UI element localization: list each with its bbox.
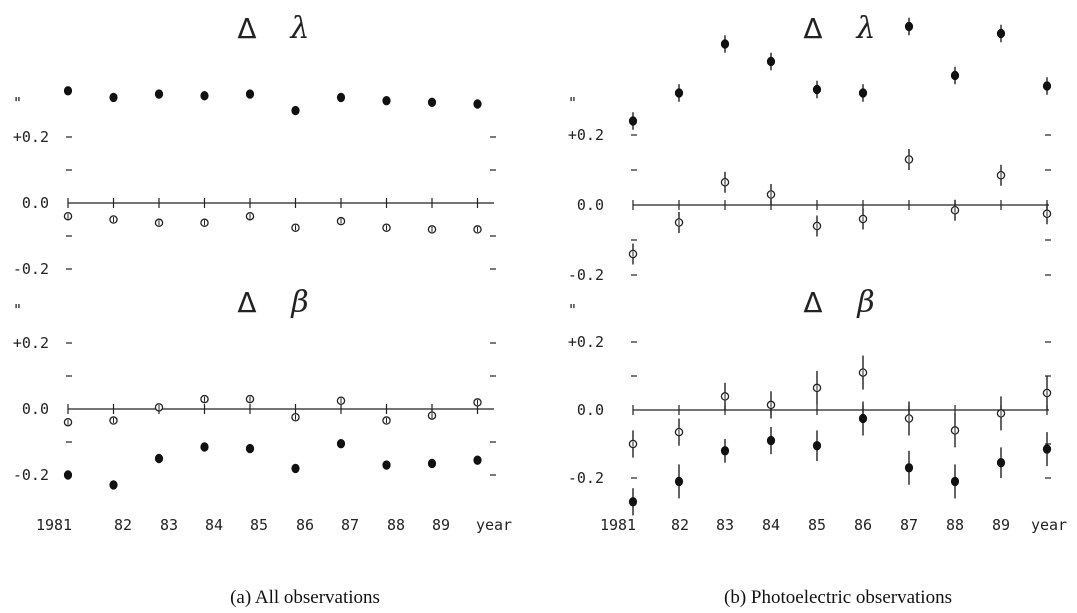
x-tick-label: 82 [671, 516, 689, 534]
data-point-filled [1042, 81, 1052, 91]
y-tick-label: +0.2 [13, 128, 49, 146]
y-tick-label: -0.2 [13, 466, 49, 484]
y-tick-label: -0.2 [13, 260, 49, 278]
x-tick-label: 85 [808, 516, 826, 534]
subplot-title-delta: Δ [803, 286, 822, 319]
data-point-filled [473, 99, 482, 109]
arcsec-mark: " [568, 94, 577, 112]
subplot-title-greek: β [856, 285, 874, 320]
data-point-filled [812, 84, 822, 95]
data-point-filled [628, 497, 638, 507]
caption-b: (b) Photoelectric observations [724, 587, 952, 608]
arcsec-mark: " [568, 301, 577, 319]
data-point-filled [245, 443, 255, 454]
x-tick-label: 84 [205, 516, 223, 534]
x-tick-label: 83 [716, 516, 734, 534]
data-point-filled [109, 480, 118, 490]
data-point-filled [336, 438, 346, 449]
data-point-filled [720, 39, 730, 49]
data-point-filled [674, 88, 684, 98]
arcsec-mark: " [13, 301, 22, 319]
data-point-filled [245, 89, 255, 99]
subplot-title-delta: Δ [237, 286, 256, 319]
y-tick-label: 0.0 [22, 400, 49, 418]
data-point-filled [154, 453, 164, 464]
data-point-filled [628, 116, 638, 126]
subplot-title-greek: β [290, 285, 308, 320]
data-point-filled [996, 458, 1006, 468]
data-point-filled [950, 476, 960, 487]
x-tick-label: 89 [992, 516, 1010, 534]
data-point-filled [63, 86, 73, 96]
subplot-title-greek: λ [289, 11, 309, 46]
y-tick-label: +0.2 [13, 334, 49, 352]
data-point-filled [674, 476, 684, 487]
y-tick-label: +0.2 [568, 126, 604, 144]
subplot-title-delta: Δ [803, 12, 822, 45]
y-tick-label: +0.2 [568, 333, 604, 351]
data-point-filled [427, 458, 437, 469]
x-tick-label: 88 [946, 516, 964, 534]
arcsec-mark: " [13, 94, 22, 112]
data-point-filled [1042, 444, 1052, 454]
data-point-filled [858, 88, 868, 98]
y-tick-label: 0.0 [577, 196, 604, 214]
data-point-filled [904, 21, 914, 32]
x-axis-unit-label: year [476, 516, 512, 534]
data-point-filled [336, 92, 346, 103]
data-point-filled [473, 455, 482, 465]
data-point-filled [291, 105, 300, 116]
data-point-filled [291, 463, 300, 474]
y-tick-label: 0.0 [22, 194, 49, 212]
x-tick-label: 89 [432, 516, 450, 534]
data-point-filled [109, 92, 118, 103]
data-point-filled [720, 446, 730, 456]
x-tick-label: 82 [114, 516, 132, 534]
data-point-filled [812, 441, 822, 451]
x-tick-label: 88 [387, 516, 405, 534]
data-point-filled [950, 70, 960, 81]
x-tick-label: 83 [160, 516, 178, 534]
data-point-filled [766, 56, 776, 67]
data-point-filled [200, 91, 209, 101]
x-tick-label: 85 [250, 516, 268, 534]
data-point-filled [154, 89, 164, 99]
x-tick-label: 84 [762, 516, 780, 534]
y-tick-label: -0.2 [568, 266, 604, 284]
x-tick-label: 87 [341, 516, 359, 534]
data-point-filled [382, 460, 391, 470]
subplot-title-greek: λ [855, 11, 875, 46]
y-tick-label: -0.2 [568, 469, 604, 487]
data-point-filled [427, 97, 437, 108]
x-tick-label: 86 [854, 516, 872, 534]
data-point-filled [858, 413, 868, 424]
x-tick-label: 1981 [600, 516, 636, 534]
data-point-filled [904, 463, 914, 473]
data-point-filled [63, 470, 73, 480]
data-point-filled [382, 96, 391, 106]
data-point-filled [996, 28, 1006, 39]
subplot-title-delta: Δ [237, 12, 256, 45]
x-tick-label: 1981 [36, 516, 72, 534]
x-axis-unit-label: year [1031, 516, 1067, 534]
x-tick-label: 86 [296, 516, 314, 534]
data-point-filled [200, 442, 209, 452]
y-tick-label: 0.0 [577, 401, 604, 419]
caption-a: (a) All observations [230, 587, 380, 608]
data-point-filled [766, 435, 776, 446]
x-tick-label: 87 [900, 516, 918, 534]
